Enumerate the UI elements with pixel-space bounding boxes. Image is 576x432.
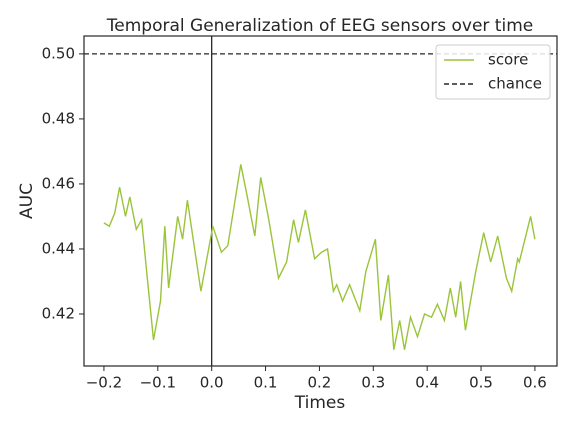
y-axis-label: AUC bbox=[17, 183, 37, 219]
x-tick-label: 0.1 bbox=[254, 374, 278, 392]
chart-title: Temporal Generalization of EEG sensors o… bbox=[106, 16, 533, 36]
x-tick-label: −0.2 bbox=[86, 374, 122, 392]
x-tick-label: 0.2 bbox=[307, 374, 331, 392]
legend-label: chance bbox=[488, 75, 542, 93]
y-tick-label: 0.50 bbox=[42, 44, 75, 62]
x-axis-label: Times bbox=[294, 393, 346, 413]
y-tick-label: 0.42 bbox=[42, 304, 75, 322]
y-tick-label: 0.46 bbox=[42, 174, 75, 192]
x-tick-label: 0.4 bbox=[415, 374, 439, 392]
x-tick-label: −0.1 bbox=[140, 374, 176, 392]
score-line bbox=[103, 164, 536, 350]
x-tick-label: 0.6 bbox=[523, 374, 547, 392]
plot-frame bbox=[83, 35, 558, 367]
x-tick-label: 0.3 bbox=[361, 374, 385, 392]
legend-label: score bbox=[488, 51, 528, 69]
x-tick-label: 0.5 bbox=[469, 374, 493, 392]
y-tick-label: 0.44 bbox=[42, 239, 75, 257]
legend-box bbox=[435, 44, 551, 100]
x-tick-label: 0.0 bbox=[200, 374, 224, 392]
y-tick-label: 0.48 bbox=[42, 109, 75, 127]
